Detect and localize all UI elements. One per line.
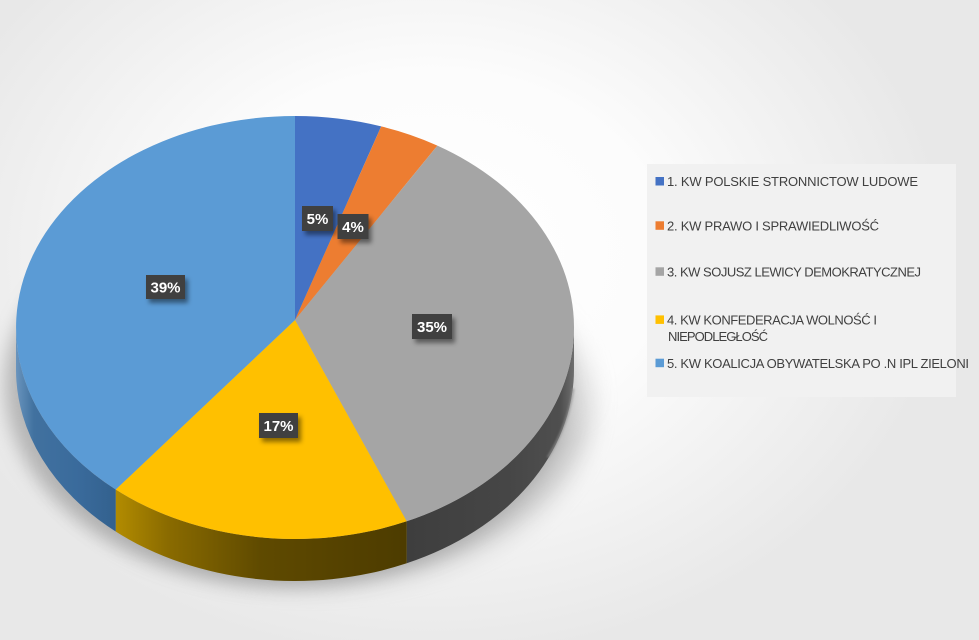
svg-text:39%: 39% xyxy=(150,280,180,297)
svg-text:5%: 5% xyxy=(307,211,329,228)
svg-text:3. KW SOJUSZ LEWICY DEMOKRATYC: 3. KW SOJUSZ LEWICY DEMOKRATYCZNEJ xyxy=(667,265,921,280)
svg-text:35%: 35% xyxy=(417,319,447,336)
svg-text:NIEPODLEGŁOŚĆ: NIEPODLEGŁOŚĆ xyxy=(668,329,768,344)
svg-text:4%: 4% xyxy=(342,219,364,236)
svg-text:17%: 17% xyxy=(263,418,293,435)
svg-text:5. KW KOALICJA OBYWATELSKA PO: 5. KW KOALICJA OBYWATELSKA PO .N IPL ZIE… xyxy=(667,356,969,371)
svg-text:1. KW POLSKIE STRONNICTOW LUDO: 1. KW POLSKIE STRONNICTOW LUDOWE xyxy=(667,174,918,189)
svg-text:2. KW PRAWO I SPRAWIEDLIWOŚĆ: 2. KW PRAWO I SPRAWIEDLIWOŚĆ xyxy=(667,219,879,234)
svg-text:4. KW KONFEDERACJA WOLNOŚĆ I: 4. KW KONFEDERACJA WOLNOŚĆ I xyxy=(667,313,877,328)
